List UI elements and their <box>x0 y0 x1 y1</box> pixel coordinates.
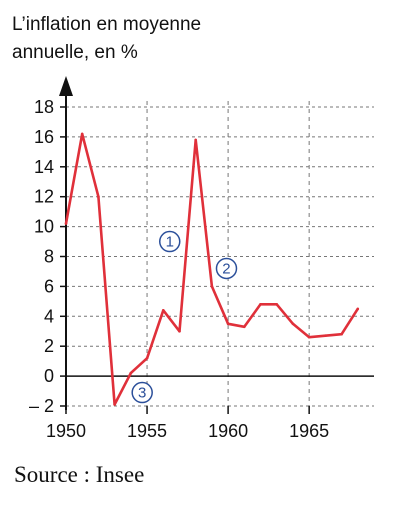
y-tick-label: 14 <box>34 157 54 177</box>
data-point <box>145 356 149 360</box>
data-point <box>210 285 214 288</box>
annotation-label: 3 <box>138 385 146 402</box>
data-point <box>340 332 343 336</box>
annotation-marker-3: 3 <box>131 381 153 404</box>
data-point <box>194 138 197 142</box>
data-point <box>178 329 181 333</box>
y-tick-label: 6 <box>44 276 54 296</box>
series-layer <box>64 132 360 406</box>
x-tick-label: 1960 <box>208 421 248 441</box>
data-point <box>97 195 100 198</box>
annotation-circle <box>215 257 238 280</box>
y-tick-label: 18 <box>34 97 54 117</box>
annotation-circle <box>131 381 153 404</box>
x-tick-label: 1950 <box>46 421 86 441</box>
data-point <box>129 371 133 375</box>
y-tick-label: – 2 <box>29 396 54 416</box>
data-point <box>243 325 246 329</box>
x-tick-label: 1965 <box>289 421 329 441</box>
data-point <box>64 222 68 225</box>
annotation-label: 1 <box>166 234 174 251</box>
y-tick-label: 16 <box>34 127 54 147</box>
chart-title-line-2: annuelle, en % <box>12 42 138 63</box>
data-point <box>356 307 360 311</box>
source-note: Source : Insee <box>14 462 145 487</box>
x-tick-label: 1955 <box>127 421 167 441</box>
data-point <box>226 322 230 326</box>
annotation-markers: 1 2 3 <box>131 230 238 404</box>
annotation-marker-1: 1 <box>158 230 181 253</box>
y-tick-label: 12 <box>34 187 54 207</box>
y-tick-label: 0 <box>44 366 54 386</box>
annotation-label: 2 <box>222 260 230 277</box>
y-tick-label: 10 <box>34 217 54 237</box>
y-tick-label: 8 <box>44 247 54 267</box>
annotation-circle <box>158 230 181 253</box>
y-tick-label: 4 <box>44 306 54 326</box>
data-point <box>275 303 279 306</box>
gridlines <box>66 101 374 407</box>
chart-title-line-1: L’inflation en moyenne <box>12 14 201 35</box>
data-point <box>80 132 84 136</box>
data-point <box>307 335 311 339</box>
inflation-series-line <box>64 132 359 406</box>
data-point <box>113 403 116 406</box>
data-point <box>259 303 262 306</box>
annotation-marker-2: 2 <box>215 257 238 280</box>
axes <box>59 76 374 414</box>
data-point <box>324 334 327 338</box>
y-tick-label: 2 <box>44 336 54 356</box>
data-point <box>291 322 295 326</box>
y-axis-arrow <box>59 76 73 96</box>
data-point <box>161 309 165 312</box>
